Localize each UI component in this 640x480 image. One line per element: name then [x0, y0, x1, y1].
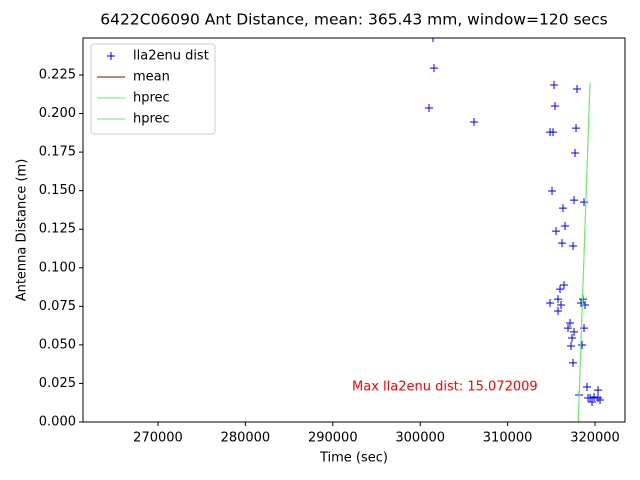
data-point [588, 397, 597, 406]
data-point [568, 333, 577, 342]
y-tick-label: 0.025 [39, 376, 76, 391]
data-point [580, 198, 589, 207]
legend-label: hprec [133, 112, 170, 127]
data-point [564, 324, 573, 333]
plot-content [425, 38, 605, 422]
legend-label: lla2enu dist [133, 49, 209, 64]
y-axis-label: Antenna Distance (m) [15, 159, 30, 302]
y-tick-label: 0.225 [39, 68, 76, 83]
legend-label: hprec [133, 91, 170, 106]
data-point [554, 295, 563, 304]
annotation: Max lla2enu dist: 15.072009 [352, 379, 538, 394]
x-tick-label: 320000 [570, 431, 620, 446]
data-point [573, 85, 582, 94]
data-point [577, 298, 586, 307]
y-tick-label: 0.200 [39, 106, 76, 121]
x-axis-label: Time (sec) [319, 451, 388, 466]
series-line [577, 84, 591, 422]
y-tick-label: 0.000 [39, 415, 76, 430]
legend-swatch [107, 52, 115, 60]
data-point [556, 285, 565, 294]
data-point [559, 204, 568, 213]
data-point [566, 318, 575, 327]
data-point [572, 124, 581, 133]
data-point [429, 38, 438, 42]
data-point [583, 382, 592, 391]
data-point [569, 358, 578, 367]
data-point [560, 281, 569, 290]
data-point [554, 306, 563, 315]
data-point [594, 386, 603, 395]
x-tick-label: 300000 [395, 431, 445, 446]
axes-frame [82, 37, 626, 423]
data-point [561, 221, 570, 230]
data-point [470, 118, 479, 127]
data-point [584, 393, 593, 402]
data-point [594, 393, 603, 402]
data-point [590, 393, 599, 402]
y-tick-label: 0.150 [39, 183, 76, 198]
data-point [430, 64, 439, 73]
legend-box [90, 43, 216, 135]
data-point [549, 128, 558, 137]
y-tick-label: 0.125 [39, 222, 76, 237]
x-tick-label: 290000 [308, 431, 358, 446]
x-tick-label: 310000 [483, 431, 533, 446]
data-point [550, 81, 559, 90]
data-point [567, 341, 576, 350]
data-point [546, 298, 555, 307]
y-tick-label: 0.175 [39, 145, 76, 160]
data-point [596, 395, 605, 404]
x-tick-label: 270000 [133, 431, 183, 446]
data-point [569, 242, 578, 251]
data-point [552, 227, 561, 236]
y-tick-label: 0.075 [39, 299, 76, 314]
y-tick-label: 0.050 [39, 337, 76, 352]
data-point [548, 186, 557, 195]
data-point [551, 102, 560, 111]
data-point [571, 149, 580, 158]
legend-label: mean [133, 70, 170, 85]
data-point [570, 327, 579, 336]
x-tick-label: 280000 [221, 431, 271, 446]
data-point [578, 341, 587, 350]
data-point [558, 239, 567, 248]
y-tick-label: 0.100 [39, 260, 76, 275]
data-point [570, 196, 579, 205]
data-point [425, 104, 434, 113]
chart-title: 6422C06090 Ant Distance, mean: 365.43 mm… [100, 11, 607, 29]
data-point [557, 300, 566, 309]
